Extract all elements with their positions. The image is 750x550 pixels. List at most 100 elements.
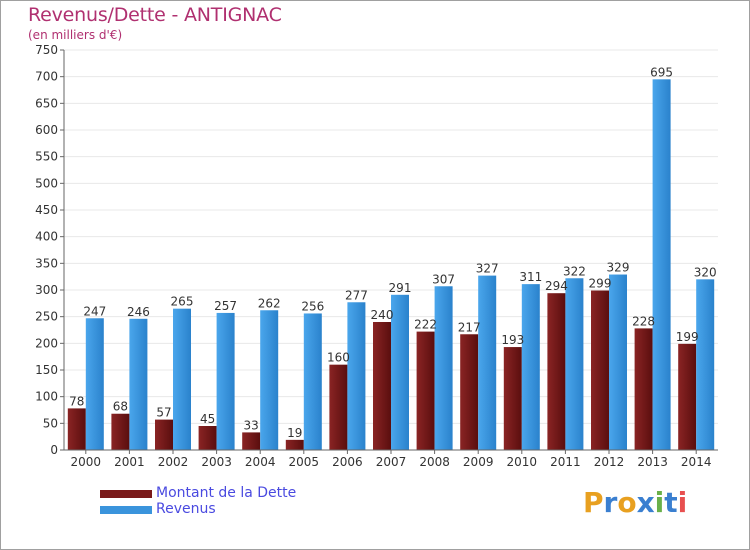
data-label-revenus: 262 <box>258 296 281 310</box>
y-tick-label: 600 <box>35 123 58 137</box>
data-label-dette: 193 <box>501 333 524 347</box>
data-label-dette: 68 <box>113 400 128 414</box>
x-tick-label: 2005 <box>289 455 320 469</box>
data-label-dette: 217 <box>458 320 481 334</box>
bar-revenus <box>391 294 409 450</box>
bar-dette <box>67 408 86 450</box>
bar-revenus <box>478 275 497 450</box>
y-tick-label: 50 <box>43 416 58 430</box>
bar-revenus <box>303 313 322 450</box>
bar-dette <box>329 364 348 450</box>
x-tick-label: 2012 <box>594 455 625 469</box>
y-tick-label: 500 <box>35 176 58 190</box>
x-tick-label: 2008 <box>419 455 450 469</box>
x-tick-label: 2009 <box>463 455 494 469</box>
bar-dette <box>547 293 566 450</box>
data-label-dette: 299 <box>589 277 612 291</box>
data-label-dette: 33 <box>244 418 259 432</box>
data-label-revenus: 256 <box>301 299 324 313</box>
y-tick-label: 200 <box>35 336 58 350</box>
data-label-revenus: 695 <box>650 65 673 79</box>
x-tick-label: 2014 <box>681 455 712 469</box>
bar-revenus <box>609 274 627 450</box>
bar-revenus <box>260 310 279 450</box>
bar-dette <box>198 426 217 450</box>
legend-label-dette: Montant de la Dette <box>156 485 297 501</box>
proxiti-logo: Proxiti <box>583 486 687 519</box>
logo-letter: i <box>677 486 688 519</box>
bar-revenus <box>173 308 191 450</box>
y-tick-label: 0 <box>50 443 58 457</box>
bar-revenus <box>521 284 540 450</box>
data-label-dette: 45 <box>200 412 215 426</box>
y-tick-label: 550 <box>35 150 58 164</box>
data-label-dette: 199 <box>676 330 699 344</box>
logo-letter: r <box>603 486 618 519</box>
y-tick-label: 750 <box>35 43 58 57</box>
x-tick-label: 2006 <box>332 455 363 469</box>
bar-dette <box>111 413 130 450</box>
bar-dette <box>155 419 173 450</box>
bar-revenus <box>434 286 453 450</box>
data-label-dette: 222 <box>414 318 437 332</box>
bar-revenus <box>652 79 671 450</box>
legend-swatch-revenus <box>100 506 152 514</box>
data-label-dette: 78 <box>69 394 84 408</box>
data-label-revenus: 311 <box>519 270 542 284</box>
y-tick-label: 700 <box>35 70 58 84</box>
logo-letter: o <box>617 486 637 519</box>
x-tick-label: 2002 <box>158 455 189 469</box>
bar-dette <box>634 328 653 450</box>
bar-dette <box>678 343 697 450</box>
data-label-dette: 160 <box>327 351 350 365</box>
bar-revenus <box>347 302 366 450</box>
bar-revenus <box>129 318 148 450</box>
chart-title: Revenus/Dette - ANTIGNAC <box>28 4 282 26</box>
x-tick-label: 2010 <box>507 455 538 469</box>
bar-dette <box>503 347 522 450</box>
data-label-revenus: 329 <box>607 261 630 275</box>
x-tick-label: 2001 <box>114 455 145 469</box>
data-label-revenus: 291 <box>389 281 412 295</box>
data-label-revenus: 247 <box>83 304 106 318</box>
data-label-revenus: 277 <box>345 288 368 302</box>
y-tick-label: 350 <box>35 256 58 270</box>
bar-revenus <box>696 279 715 450</box>
data-label-revenus: 307 <box>432 272 455 286</box>
x-tick-label: 2013 <box>637 455 668 469</box>
logo-letter: P <box>583 486 604 519</box>
bar-dette <box>242 432 261 450</box>
bar-dette <box>285 439 304 450</box>
legend-swatch-dette <box>100 490 152 498</box>
bar-revenus <box>85 318 104 450</box>
bar-dette <box>591 290 609 450</box>
logo-letter: x <box>636 486 655 519</box>
chart-subtitle: (en milliers d'€) <box>28 28 123 42</box>
data-label-revenus: 246 <box>127 305 150 319</box>
x-tick-label: 2003 <box>201 455 232 469</box>
y-tick-label: 250 <box>35 310 58 324</box>
data-label-dette: 294 <box>545 279 568 293</box>
data-label-dette: 228 <box>632 314 655 328</box>
data-label-dette: 240 <box>371 308 394 322</box>
logo-letter: t <box>664 486 678 519</box>
x-tick-label: 2007 <box>376 455 407 469</box>
y-tick-label: 150 <box>35 363 58 377</box>
x-tick-label: 2000 <box>71 455 102 469</box>
y-tick-label: 450 <box>35 203 58 217</box>
logo-letter: i <box>654 486 665 519</box>
legend-label-revenus: Revenus <box>156 501 216 517</box>
bar-revenus <box>565 278 584 450</box>
y-tick-label: 300 <box>35 283 58 297</box>
data-label-revenus: 320 <box>694 265 717 279</box>
data-label-revenus: 265 <box>171 295 194 309</box>
y-tick-label: 650 <box>35 96 58 110</box>
bar-dette <box>373 322 391 450</box>
data-label-dette: 57 <box>156 406 171 420</box>
y-tick-label: 100 <box>35 390 58 404</box>
data-label-revenus: 322 <box>563 264 586 278</box>
x-tick-label: 2004 <box>245 455 276 469</box>
data-label-revenus: 327 <box>476 262 499 276</box>
data-label-dette: 19 <box>287 426 302 440</box>
